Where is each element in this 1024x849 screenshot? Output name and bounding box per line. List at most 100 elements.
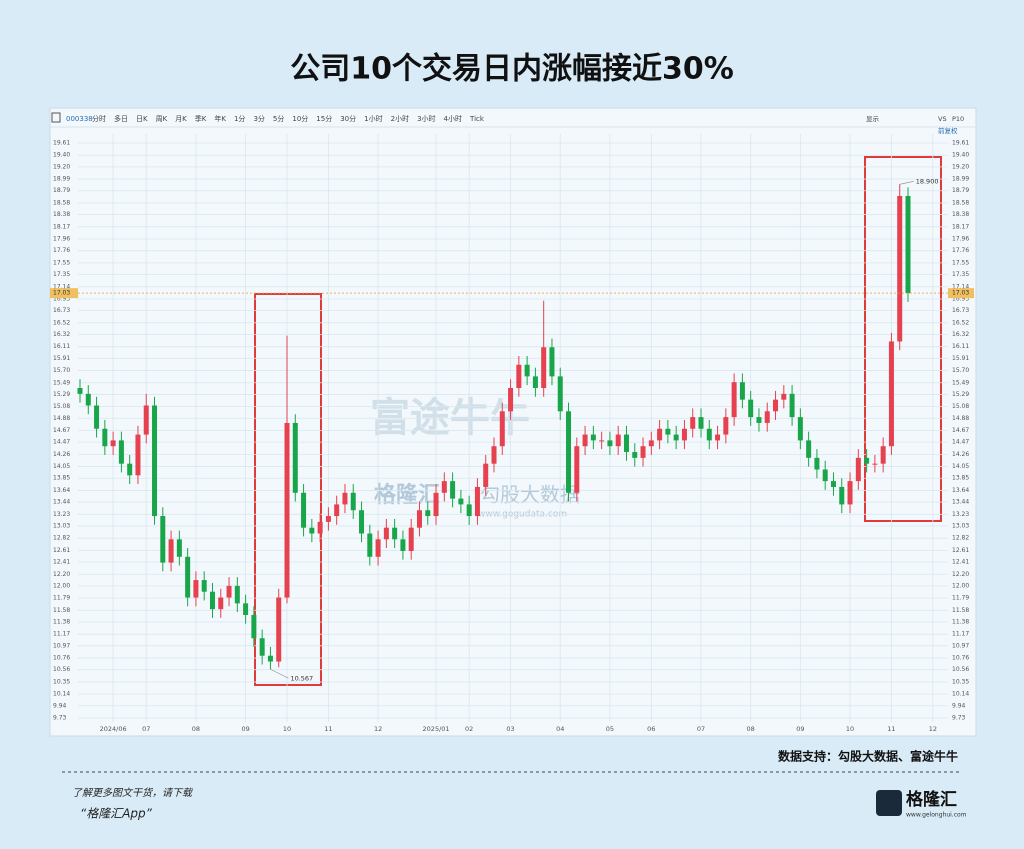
candle-body — [218, 597, 224, 610]
toolbar-tab[interactable]: 15分 — [316, 114, 332, 123]
toolbar-tab[interactable]: 30分 — [340, 114, 356, 123]
y-tick-label-right: 9.73 — [952, 715, 966, 722]
x-tick-label: 2025/01 — [423, 725, 450, 733]
last-price-box — [50, 288, 78, 299]
toolbar-tab[interactable]: 月K — [175, 115, 187, 123]
y-tick-label: 18.99 — [53, 176, 70, 183]
y-tick-label: 18.58 — [53, 199, 70, 206]
candle-body — [897, 195, 903, 342]
toolbar-tab[interactable]: 3分 — [253, 114, 264, 123]
candle-body — [152, 405, 158, 517]
toolbar-tab[interactable]: 年K — [214, 114, 226, 123]
y-tick-label-right: 13.64 — [952, 487, 969, 494]
x-tick-label: 05 — [606, 725, 614, 733]
candle-body — [864, 457, 870, 464]
y-tick-label-right: 18.38 — [952, 211, 969, 218]
y-tick-label-right: 15.49 — [952, 379, 969, 386]
toolbar-option[interactable]: P10 — [952, 115, 964, 123]
toolbar-tab[interactable]: 多日 — [114, 114, 128, 123]
toolbar-tab[interactable]: 日K — [136, 115, 148, 123]
toolbar-tab[interactable]: 5分 — [273, 114, 284, 123]
y-tick-label-right: 10.97 — [952, 642, 969, 649]
y-tick-label: 18.17 — [53, 223, 70, 230]
x-tick-label: 07 — [142, 725, 150, 733]
y-tick-label: 17.96 — [53, 236, 70, 243]
candle-body — [499, 411, 505, 447]
candle-body — [185, 556, 191, 598]
candle-body — [243, 603, 249, 615]
x-tick-label: 02 — [465, 725, 473, 733]
toolbar-tab[interactable]: 周K — [156, 115, 168, 123]
title: 公司10个交易日内涨幅接近30% — [290, 52, 734, 87]
y-tick-label-right: 14.26 — [952, 451, 969, 458]
candle-body — [723, 417, 729, 435]
x-tick-label: 11 — [324, 725, 332, 733]
candle-body — [574, 446, 580, 493]
y-tick-label: 9.94 — [53, 702, 67, 709]
promo: 了解更多图文干货，请下载 — [72, 787, 194, 799]
toolbar-tab[interactable]: Tick — [469, 115, 485, 123]
y-tick-label-right: 13.85 — [952, 475, 969, 482]
candle-body — [458, 498, 464, 505]
y-tick-label-right: 18.58 — [952, 199, 969, 206]
y-tick-label-right: 14.88 — [952, 415, 969, 422]
toolbar-tab[interactable]: 分时 — [92, 114, 106, 123]
candle-body — [731, 382, 737, 418]
candle-body — [466, 504, 472, 517]
x-tick-label: 2024/06 — [100, 725, 127, 733]
toolbar-tab[interactable]: 4小时 — [444, 114, 462, 123]
annotation-leader — [899, 181, 914, 185]
candle-body — [284, 422, 290, 598]
candle-body — [143, 405, 149, 435]
candle-body — [715, 434, 721, 441]
last-price-box — [948, 288, 974, 299]
toolbar-option[interactable]: VS — [938, 115, 947, 123]
y-tick-label-right: 11.79 — [952, 595, 969, 602]
toolbar-tab[interactable]: 1分 — [234, 114, 245, 123]
candle-body — [85, 393, 91, 406]
toolbar-tab[interactable]: 3小时 — [417, 114, 435, 123]
toolbar-option[interactable]: 显示 — [866, 115, 880, 123]
y-tick-label-right: 17.96 — [952, 236, 969, 243]
candle-body — [599, 440, 605, 442]
toolbar-tab[interactable]: 2小时 — [391, 114, 409, 123]
candle-body — [706, 428, 712, 441]
y-tick-label-right: 18.17 — [952, 223, 969, 230]
promo-app: “格隆汇App” — [80, 807, 153, 821]
y-tick-label-right: 12.82 — [952, 535, 969, 542]
toolbar-tab[interactable]: 季K — [195, 114, 207, 123]
candle-body — [673, 434, 679, 441]
y-tick-label: 10.35 — [53, 678, 70, 685]
y-tick-label-right: 13.03 — [952, 522, 969, 529]
x-tick-label: 09 — [241, 725, 249, 733]
y-tick-label: 15.70 — [53, 367, 70, 374]
candle-body — [524, 364, 530, 377]
x-tick-label: 08 — [747, 725, 755, 733]
toolbar-tab[interactable]: 10分 — [292, 114, 308, 123]
y-tick-label: 12.20 — [53, 571, 70, 578]
y-tick-label: 13.03 — [53, 522, 70, 529]
candle-body — [541, 347, 547, 389]
y-tick-label: 11.17 — [53, 631, 70, 638]
candle-body — [690, 417, 696, 429]
y-tick-label-right: 14.67 — [952, 427, 969, 434]
y-tick-label-right: 17.35 — [952, 271, 969, 278]
toolbar-tab[interactable]: 1小时 — [364, 114, 382, 123]
candle-body — [350, 492, 356, 511]
y-tick-label: 18.79 — [53, 187, 70, 194]
candle-body — [748, 399, 754, 418]
candle-body — [367, 533, 373, 557]
candle-body — [640, 446, 646, 458]
candle-body — [880, 446, 886, 464]
candle-body — [483, 463, 489, 487]
candle-body — [590, 434, 596, 441]
candle-body — [425, 510, 431, 517]
y-tick-label-right: 12.20 — [952, 571, 969, 578]
y-tick-label-right: 11.38 — [952, 618, 969, 625]
candle-body — [209, 591, 215, 610]
y-tick-label-right: 10.56 — [952, 666, 969, 673]
candle-body — [441, 481, 447, 493]
stock-code: 000338 — [66, 115, 93, 123]
last-price-label: 17.03 — [53, 290, 70, 297]
